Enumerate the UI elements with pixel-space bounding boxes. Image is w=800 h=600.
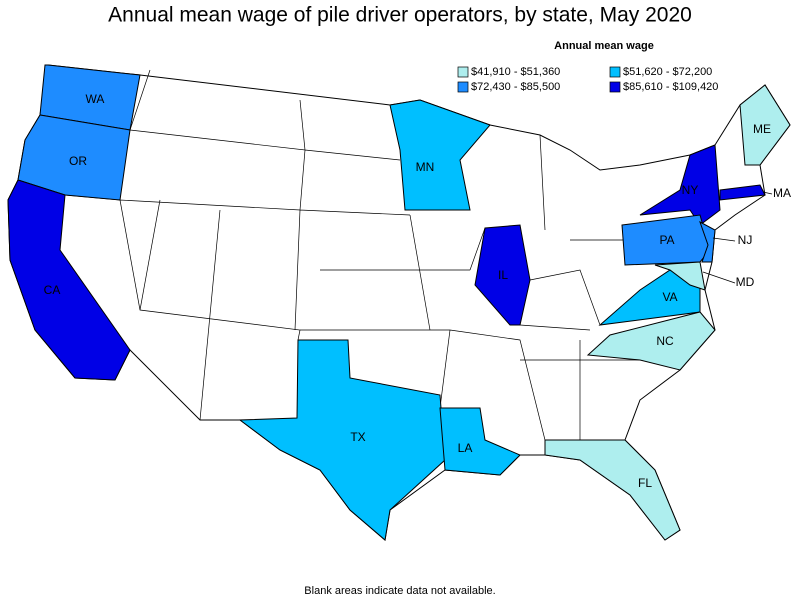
- state-label: IL: [498, 268, 508, 282]
- state-shape: [699, 220, 716, 263]
- legend: $41,910 - $51,360 $51,620 - $72,200 $72,43…: [457, 66, 718, 93]
- legend-label: $72,430 - $85,500: [471, 81, 560, 93]
- legend-swatch: [457, 81, 469, 93]
- state-label: PA: [659, 233, 674, 247]
- state-shape: [654, 261, 706, 291]
- state-label: NY: [682, 183, 699, 197]
- state-shape: [739, 84, 791, 166]
- state-label: LA: [458, 441, 473, 455]
- state-shape: [639, 144, 721, 226]
- state-borders: [64, 69, 640, 441]
- legend-label: $85,610 - $109,420: [623, 81, 718, 93]
- legend-title: Annual mean wage: [554, 40, 654, 52]
- state-label: MA: [773, 186, 791, 200]
- legend-label: $51,620 - $72,200: [623, 66, 712, 78]
- state-label: NC: [656, 334, 674, 348]
- state-shape: [544, 439, 681, 541]
- state-label: FL: [638, 476, 652, 490]
- state-label: MN: [416, 160, 435, 174]
- states: WA OR CA MN IL TX LA NY PA NJ MA VA MD NC FL ME: [7, 64, 791, 541]
- legend-label: $41,910 - $51,360: [471, 66, 560, 78]
- legend-swatch: [457, 66, 469, 78]
- state-label: ME: [753, 122, 771, 136]
- state-shape: [389, 99, 491, 211]
- state-label: VA: [662, 290, 677, 304]
- state-shape: [586, 311, 716, 371]
- footnote: Blank areas indicate data not available.: [304, 585, 495, 597]
- label-leader: [702, 271, 736, 284]
- legend-swatch: [609, 66, 621, 78]
- state-shape: [719, 184, 766, 201]
- state-shape: [7, 179, 131, 381]
- state-label: TX: [350, 430, 365, 444]
- state-shape: [17, 114, 131, 201]
- state-label: MD: [736, 275, 755, 289]
- label-leader: [712, 237, 736, 242]
- state-label: OR: [69, 154, 87, 168]
- state-shape: [439, 407, 521, 476]
- state-label: CA: [44, 283, 61, 297]
- state-shape: [474, 224, 531, 326]
- label-leader: [762, 191, 773, 195]
- legend-swatch: [609, 81, 621, 93]
- state-shape: [238, 339, 446, 541]
- state-label: WA: [86, 92, 105, 106]
- state-label: NJ: [738, 233, 753, 247]
- map-title: Annual mean wage of pile driver operator…: [108, 4, 692, 27]
